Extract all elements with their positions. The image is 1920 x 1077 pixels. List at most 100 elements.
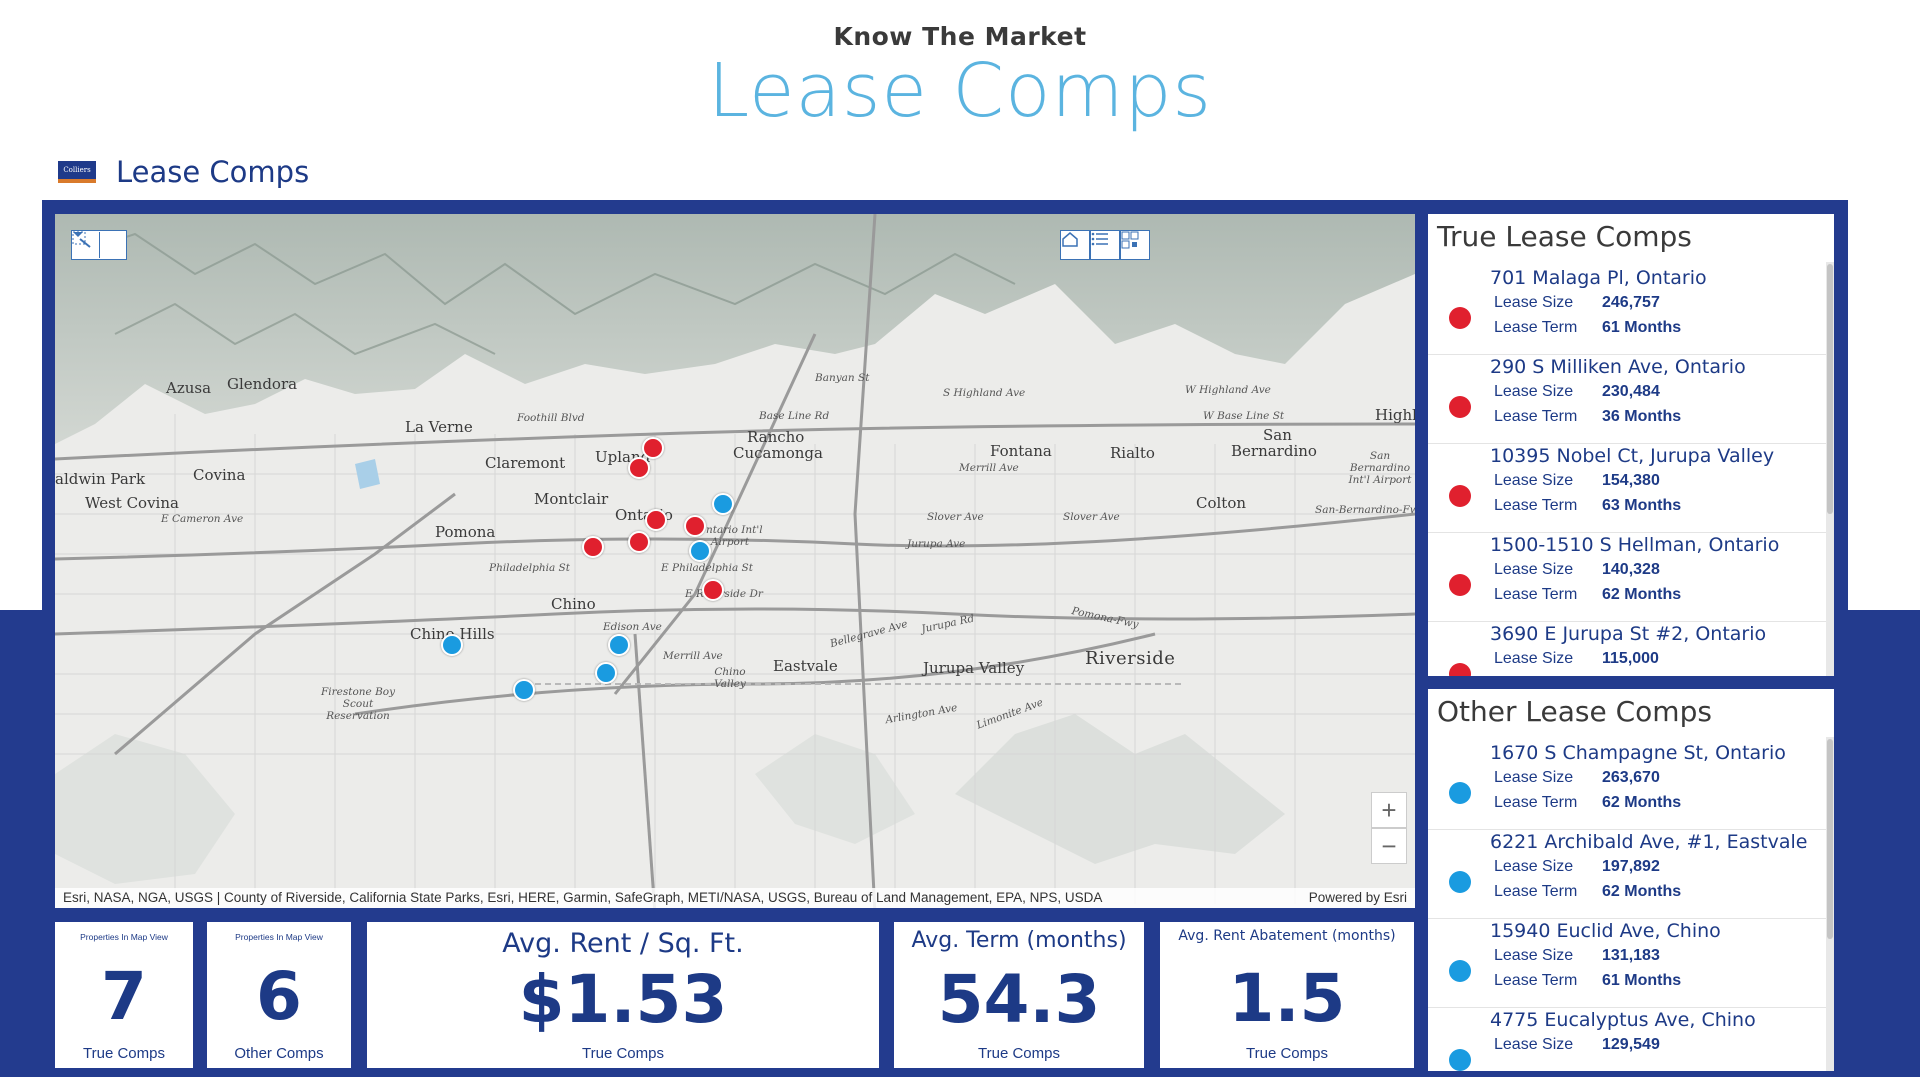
zoom-out-button[interactable]: − xyxy=(1371,828,1407,864)
true-comp-marker[interactable] xyxy=(642,437,664,459)
comp-address: 4775 Eucalyptus Ave, Chino xyxy=(1490,1009,1756,1031)
other-count-value: 6 xyxy=(256,958,302,1035)
place-label: Glendora xyxy=(227,375,298,393)
road-label: Philadelphia St xyxy=(489,562,570,574)
comp-list-item[interactable]: 1670 S Champagne St, Ontario Lease Size 26… xyxy=(1428,741,1826,830)
marker-dot-icon xyxy=(1449,485,1471,507)
true-comp-marker[interactable] xyxy=(582,536,604,558)
comp-list-item[interactable]: 15940 Euclid Ave, Chino Lease Size 131,183… xyxy=(1428,919,1826,1008)
lease-size-label: Lease Size xyxy=(1494,650,1574,667)
lease-size-value: 263,670 xyxy=(1602,769,1660,786)
avg-term-value: 54.3 xyxy=(937,961,1101,1038)
road-label: Base Line Rd xyxy=(759,410,830,422)
lease-term-value: 61 Months xyxy=(1602,319,1682,336)
road-label: Banyan St xyxy=(815,372,870,384)
qr-code-icon xyxy=(1121,231,1139,249)
lease-size-value: 230,484 xyxy=(1602,383,1660,400)
place-label: Bernardino xyxy=(1231,442,1317,460)
lease-size-value: 197,892 xyxy=(1602,858,1660,875)
other-comp-marker[interactable] xyxy=(689,540,711,562)
qr-button[interactable] xyxy=(1120,230,1150,260)
poi-label: Chino Valley xyxy=(714,666,746,690)
avg-rent-card: Avg. Rent / Sq. Ft. $1.53 True Comps xyxy=(367,922,879,1068)
road-label: E Philadelphia St xyxy=(661,562,753,574)
comp-list-item[interactable]: 290 S Milliken Ave, Ontario Lease Size 230… xyxy=(1428,355,1826,444)
true-comps-list: 701 Malaga Pl, Ontario Lease Size 246,757 L… xyxy=(1428,266,1834,676)
true-comps-scrollbar[interactable] xyxy=(1826,262,1834,676)
marker-dot-icon xyxy=(1449,307,1471,329)
place-label: Cucamonga xyxy=(733,444,823,462)
lease-size-label: Lease Size xyxy=(1494,1036,1574,1053)
place-label: Azusa xyxy=(166,379,212,397)
hero-subtitle: Know The Market xyxy=(833,22,1087,51)
place-label: Montclair xyxy=(534,490,609,508)
basemap-picker-button[interactable] xyxy=(71,230,127,260)
road-label: W Base Line St xyxy=(1203,410,1285,422)
lease-term-value: 62 Months xyxy=(1602,586,1682,603)
card-heading: Avg. Rent / Sq. Ft. xyxy=(502,928,744,959)
scroll-thumb[interactable] xyxy=(1827,739,1833,939)
poi-label: Firestone Boy Scout Reservation xyxy=(320,686,396,722)
map-view[interactable]: + − Azusa Glendora La Verne Claremont Up… xyxy=(55,214,1415,908)
marker-dot-icon xyxy=(1449,871,1471,893)
place-label: Pomona xyxy=(435,523,496,541)
road-label: Edison Ave xyxy=(603,621,662,633)
other-comp-marker[interactable] xyxy=(513,679,535,701)
avg-abatement-card: Avg. Rent Abatement (months) 1.5 True Co… xyxy=(1160,922,1414,1068)
card-footer: True Comps xyxy=(582,1045,664,1062)
true-comp-marker[interactable] xyxy=(684,515,706,537)
place-label: Riverside xyxy=(1085,648,1176,669)
home-button[interactable] xyxy=(1060,230,1090,260)
true-comp-marker[interactable] xyxy=(628,457,650,479)
place-label: La Verne xyxy=(405,418,473,436)
other-comps-scrollbar[interactable] xyxy=(1826,737,1834,1071)
lease-term-label: Lease Term xyxy=(1494,972,1578,989)
lease-size-label: Lease Size xyxy=(1494,947,1574,964)
lease-size-label: Lease Size xyxy=(1494,383,1574,400)
zoom-in-button[interactable]: + xyxy=(1371,792,1407,828)
lease-size-value: 131,183 xyxy=(1602,947,1660,964)
other-comp-marker[interactable] xyxy=(595,662,617,684)
colliers-logo: Colliers xyxy=(58,161,96,183)
comp-list-item[interactable]: 3690 E Jurupa St #2, Ontario Lease Size 11… xyxy=(1428,622,1826,676)
other-count-card: Properties In Map View 6 Other Comps xyxy=(207,922,351,1068)
comp-address: 15940 Euclid Ave, Chino xyxy=(1490,920,1721,942)
other-comp-marker[interactable] xyxy=(712,493,734,515)
place-label: Rancho xyxy=(747,428,805,446)
lease-term-value: 62 Months xyxy=(1602,883,1682,900)
airport-label: San Bernardino Int'l Airport xyxy=(1348,450,1412,486)
comp-list-item[interactable]: 701 Malaga Pl, Ontario Lease Size 246,757 L… xyxy=(1428,266,1826,355)
true-comp-marker[interactable] xyxy=(645,509,667,531)
card-heading: Avg. Rent Abatement (months) xyxy=(1178,928,1396,944)
road-label: San-Bernardino-Fwy xyxy=(1315,504,1415,516)
comp-list-item[interactable]: 10395 Nobel Ct, Jurupa Valley Lease Size 1… xyxy=(1428,444,1826,533)
other-comp-marker[interactable] xyxy=(441,634,463,656)
powered-by[interactable]: Powered by Esri xyxy=(1308,890,1407,905)
road-label: W Highland Ave xyxy=(1185,384,1271,396)
road-label: E Cameron Ave xyxy=(161,513,244,525)
comp-address: 3690 E Jurupa St #2, Ontario xyxy=(1490,623,1767,645)
lease-size-label: Lease Size xyxy=(1494,472,1574,489)
attribution-text: Esri, NASA, NGA, USGS | County of Rivers… xyxy=(63,890,1103,905)
comp-list-item[interactable]: 4775 Eucalyptus Ave, Chino Lease Size 129,… xyxy=(1428,1008,1826,1071)
comp-list-item[interactable]: 1500-1510 S Hellman, Ontario Lease Size 14… xyxy=(1428,533,1826,622)
lease-size-label: Lease Size xyxy=(1494,561,1574,578)
true-comp-marker[interactable] xyxy=(702,579,724,601)
place-label: Colton xyxy=(1196,494,1247,512)
marker-dot-icon xyxy=(1449,782,1471,804)
comp-list-item[interactable]: 6221 Archibald Ave, #1, Eastvale Lease Si… xyxy=(1428,830,1826,919)
other-comp-marker[interactable] xyxy=(608,634,630,656)
true-comps-title: True Lease Comps xyxy=(1437,220,1692,253)
comp-address: 701 Malaga Pl, Ontario xyxy=(1490,267,1707,289)
lease-term-label: Lease Term xyxy=(1494,319,1578,336)
marker-dot-icon xyxy=(1449,663,1471,676)
comp-address: 1670 S Champagne St, Ontario xyxy=(1490,742,1786,764)
comp-address: 10395 Nobel Ct, Jurupa Valley xyxy=(1490,445,1775,467)
place-label: Rialto xyxy=(1110,444,1155,462)
lease-size-label: Lease Size xyxy=(1494,858,1574,875)
legend-button[interactable] xyxy=(1090,230,1120,260)
marker-dot-icon xyxy=(1449,396,1471,418)
scroll-thumb[interactable] xyxy=(1827,264,1833,514)
true-comp-marker[interactable] xyxy=(628,531,650,553)
marker-dot-icon xyxy=(1449,960,1471,982)
